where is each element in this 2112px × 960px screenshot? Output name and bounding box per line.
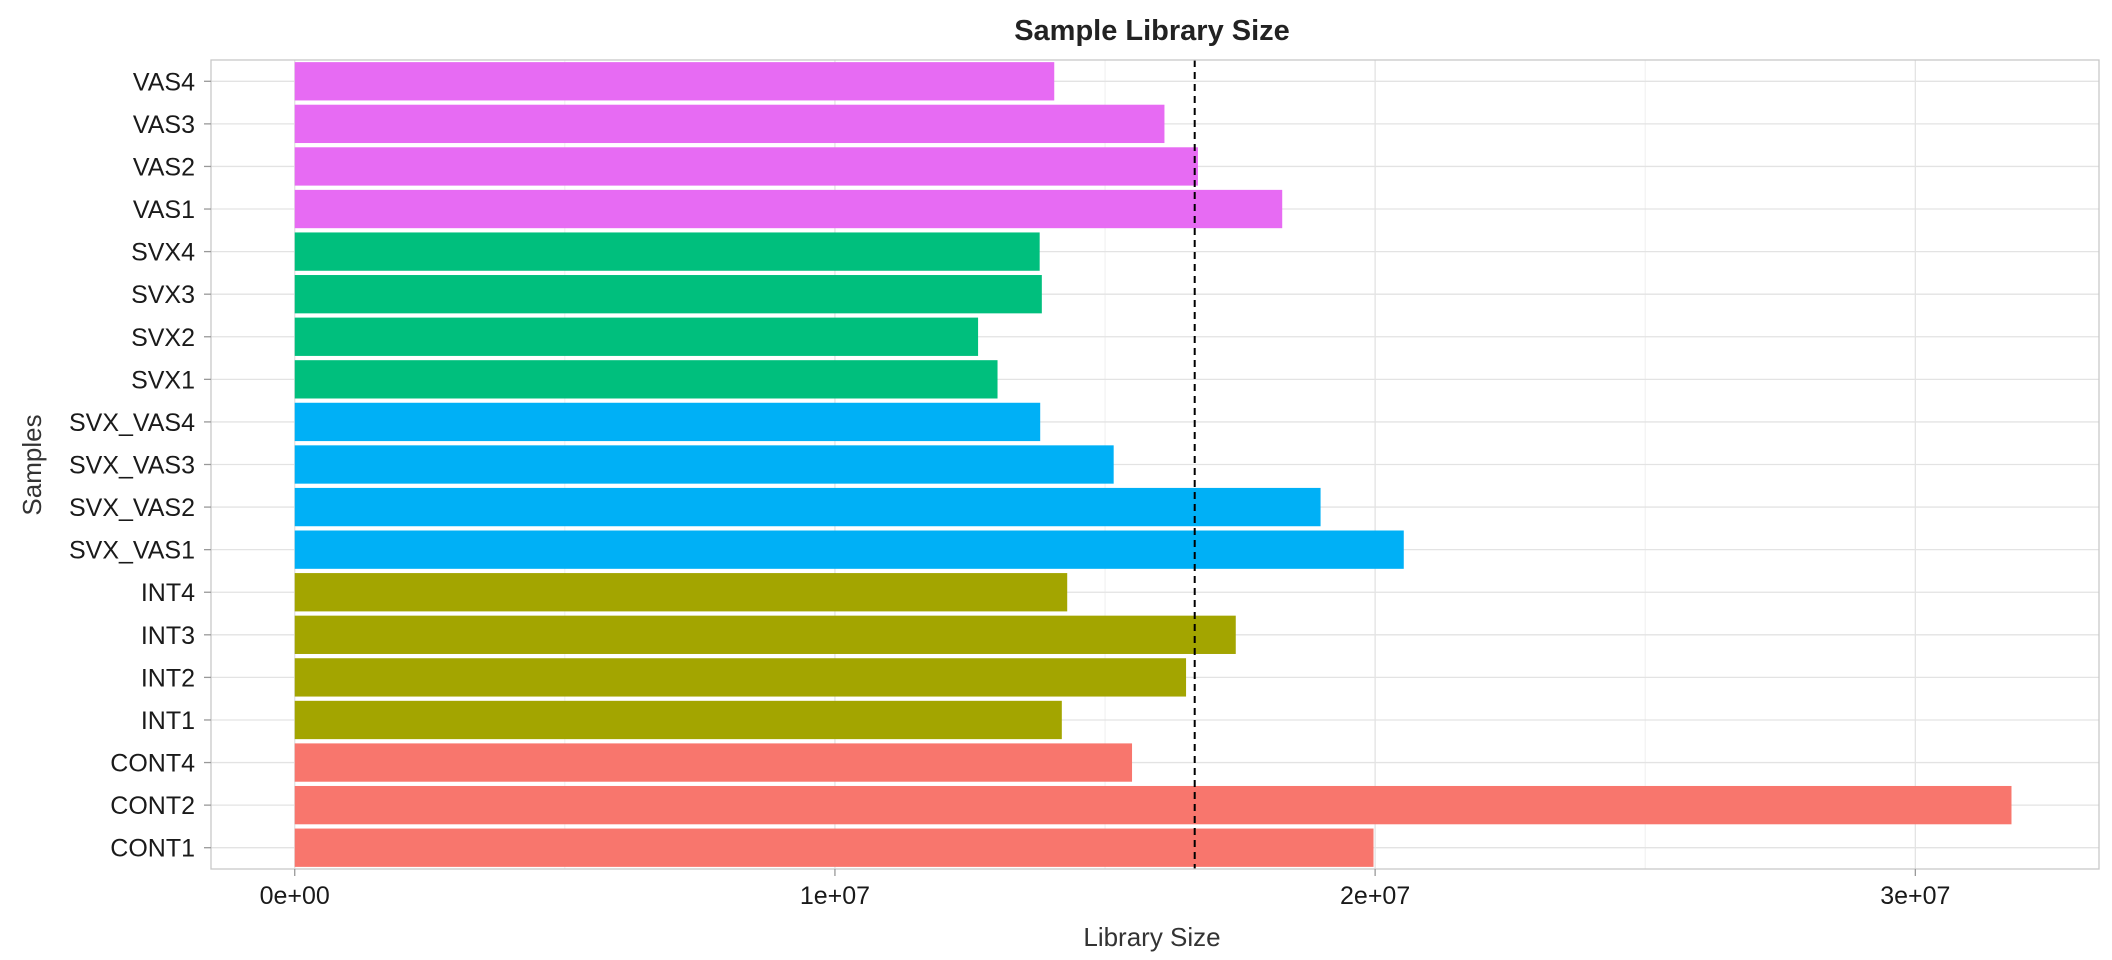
y-tick-label: SVX_VAS1 xyxy=(69,537,195,565)
bar-svx3 xyxy=(294,275,1042,314)
y-tick-label: INT2 xyxy=(141,664,195,692)
bar-vas1 xyxy=(294,189,1283,229)
y-tick-label: SVX2 xyxy=(131,324,195,352)
bar-svx-vas1 xyxy=(294,530,1404,569)
y-tick-label: SVX_VAS2 xyxy=(69,494,195,522)
bar-svx-vas2 xyxy=(294,487,1321,527)
y-tick-label: VAS3 xyxy=(133,111,195,139)
bar-vas2 xyxy=(294,147,1198,186)
bar-int1 xyxy=(294,700,1062,740)
bar-svx2 xyxy=(294,317,979,356)
bar-cont4 xyxy=(294,743,1133,782)
y-tick-label: SVX_VAS4 xyxy=(69,409,195,437)
x-tick-label: 0e+00 xyxy=(260,882,330,910)
y-tick-label: SVX_VAS3 xyxy=(69,452,195,480)
x-axis-title: Library Size xyxy=(1083,922,1220,952)
bar-int2 xyxy=(294,658,1187,697)
y-tick-label: SVX1 xyxy=(131,366,195,394)
y-axis: CONT1 CONT2 CONT4 INT1 INT2 INT3 INT4 SVX_VAS1 S… xyxy=(69,68,211,863)
x-axis: 0e+00 1e+07 2e+07 3e+07 xyxy=(260,869,1950,910)
y-tick-label: CONT4 xyxy=(110,750,195,778)
bar-vas3 xyxy=(294,104,1165,144)
y-tick-label: VAS1 xyxy=(133,196,195,224)
x-tick-label: 3e+07 xyxy=(1880,882,1950,910)
x-tick-label: 2e+07 xyxy=(1340,882,1410,910)
y-tick-label: VAS2 xyxy=(133,153,195,181)
x-tick-label: 1e+07 xyxy=(800,882,870,910)
y-tick-label: VAS4 xyxy=(133,68,195,96)
bar-int4 xyxy=(294,573,1068,612)
y-tick-label: SVX3 xyxy=(131,281,195,309)
bar-svx-vas3 xyxy=(294,445,1114,484)
y-tick-label: INT1 xyxy=(141,707,195,735)
bar-svx4 xyxy=(294,232,1040,271)
y-tick-label: CONT2 xyxy=(110,792,195,820)
bar-cont2 xyxy=(294,785,2012,825)
y-tick-label: CONT1 xyxy=(110,835,195,863)
bar-int3 xyxy=(294,615,1236,654)
bar-svx1 xyxy=(294,360,998,399)
y-axis-title: Samples xyxy=(17,414,47,515)
bar-series xyxy=(294,62,2012,867)
y-tick-label: INT4 xyxy=(141,579,195,607)
y-tick-label: INT3 xyxy=(141,622,195,650)
bar-vas4 xyxy=(294,62,1055,101)
chart-title: Sample Library Size xyxy=(1014,15,1290,47)
y-tick-label: SVX4 xyxy=(131,239,195,267)
bar-svx-vas4 xyxy=(294,402,1041,442)
bar-cont1 xyxy=(294,828,1374,867)
